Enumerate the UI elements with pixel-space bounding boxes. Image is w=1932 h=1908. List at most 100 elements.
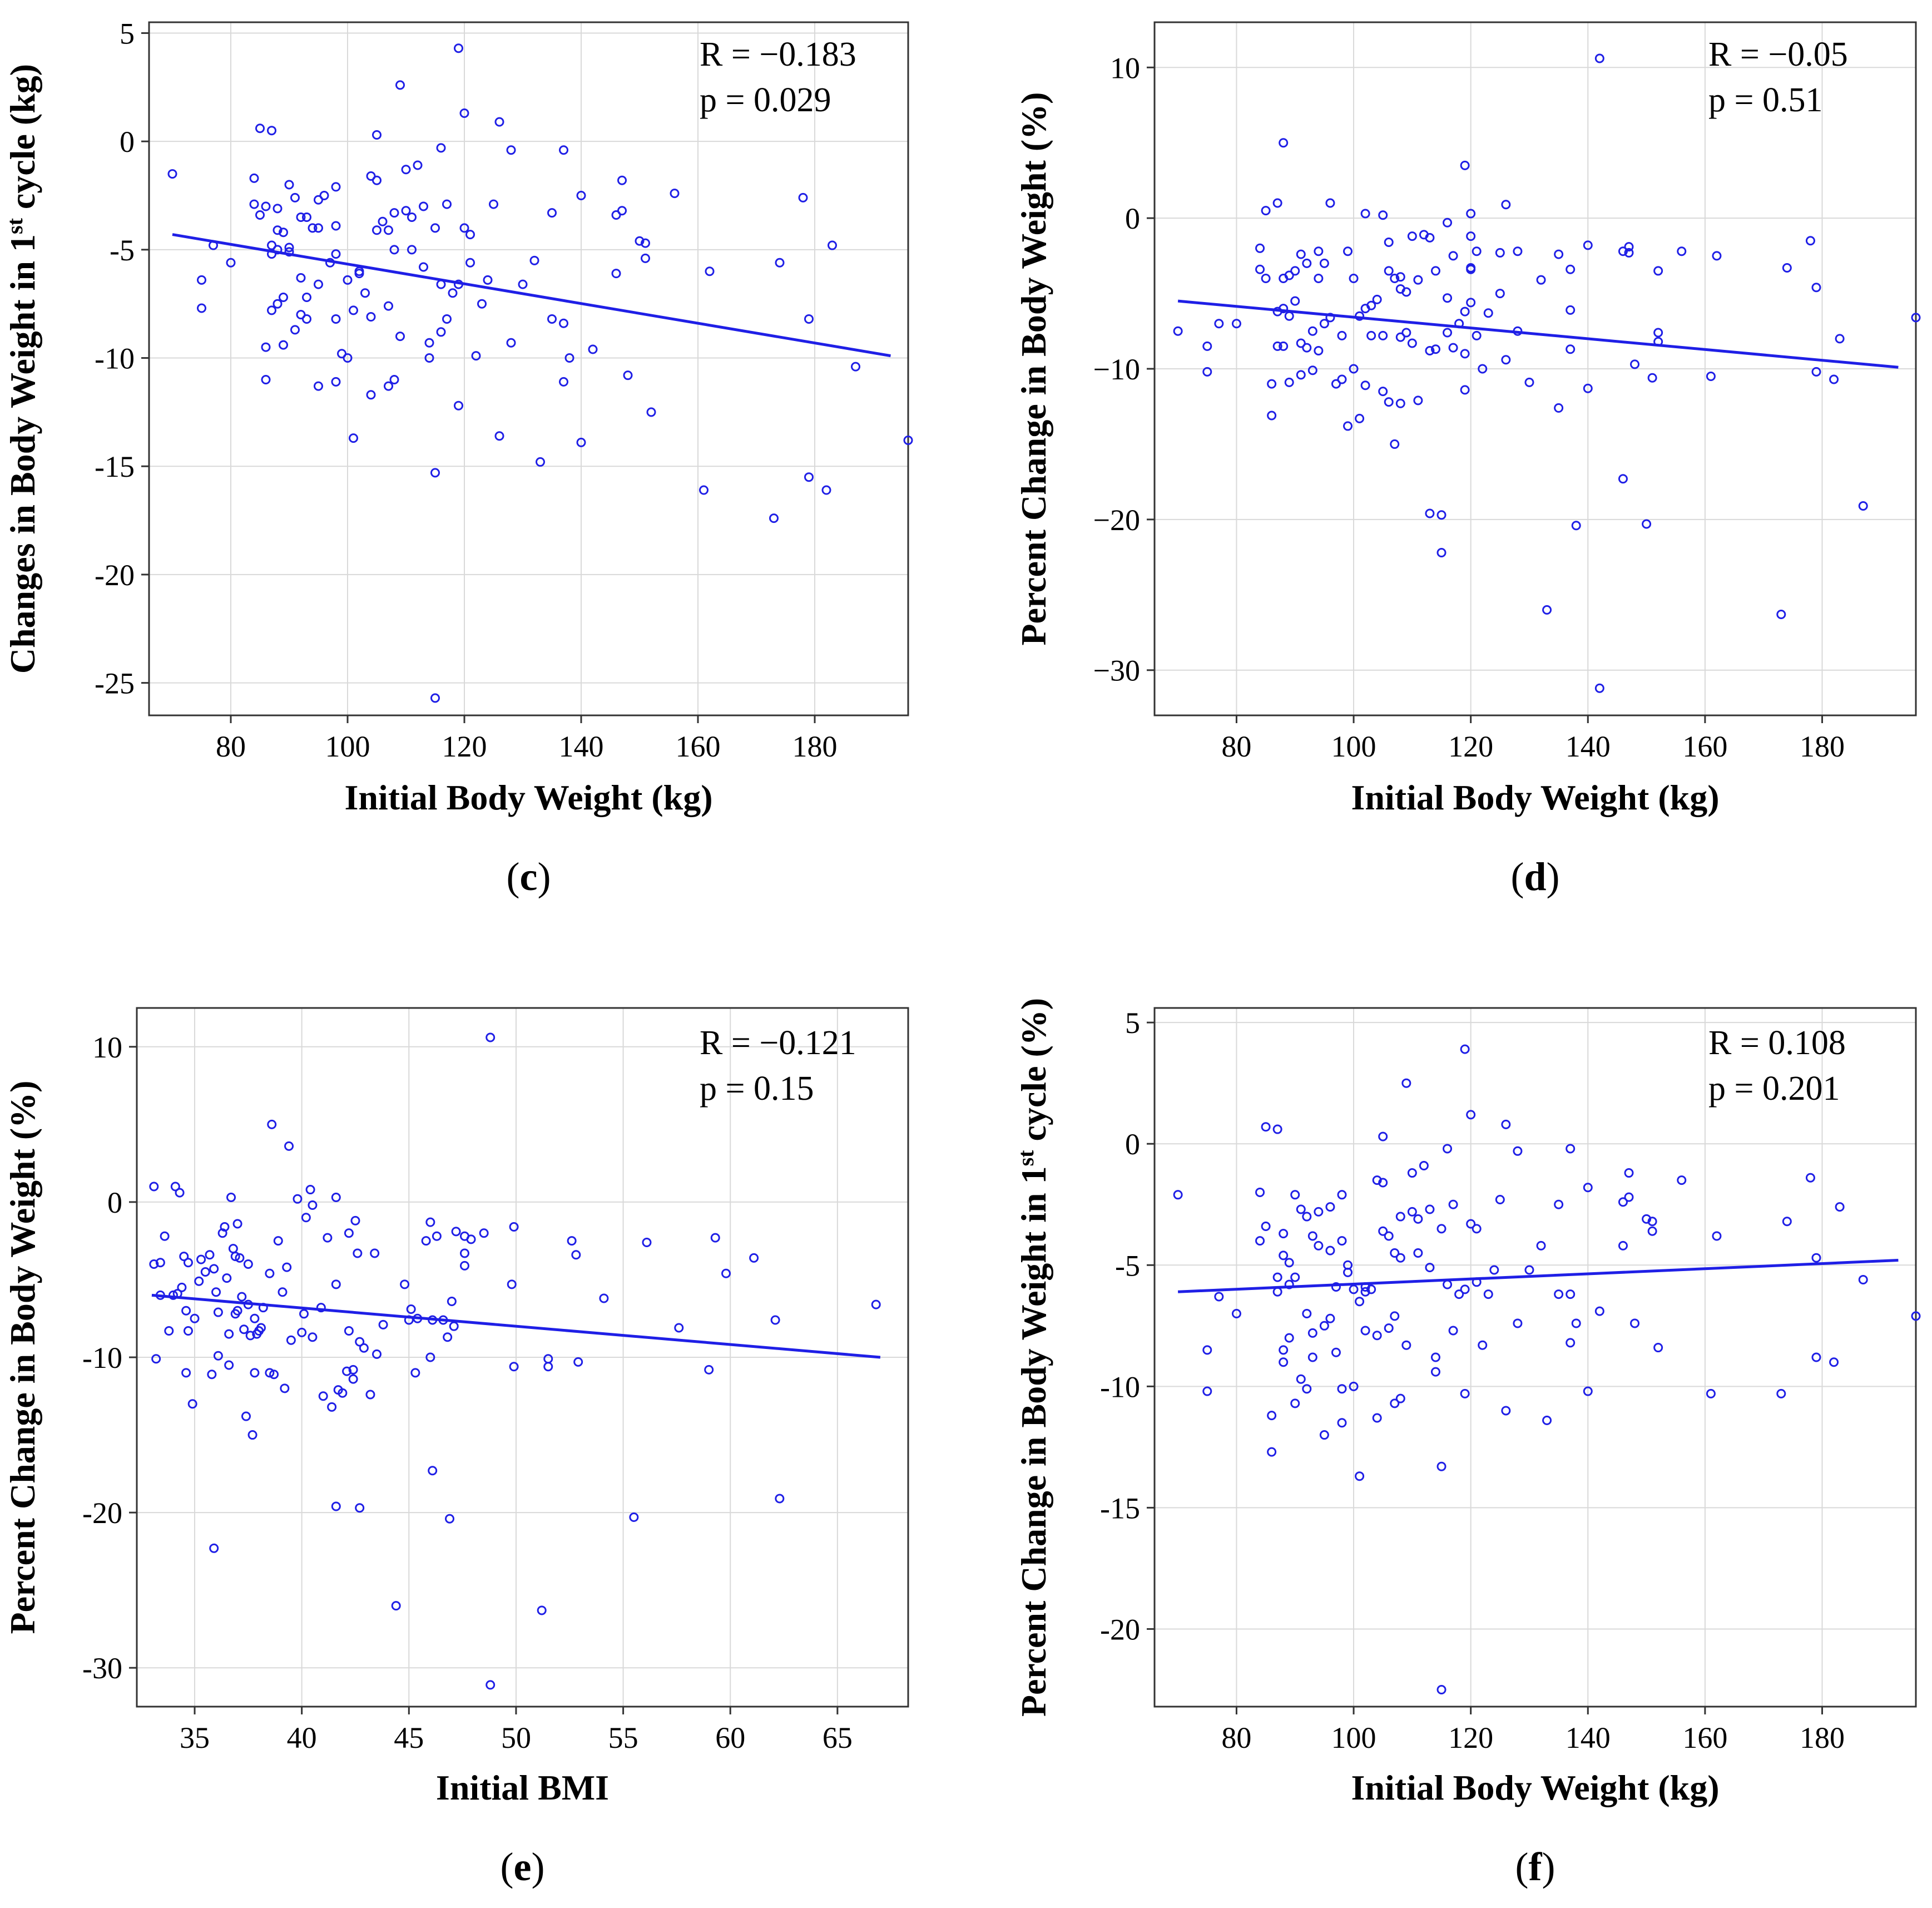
data-point bbox=[1466, 1219, 1476, 1229]
data-point bbox=[1542, 605, 1552, 615]
data-point bbox=[641, 238, 650, 248]
data-point bbox=[1448, 251, 1458, 261]
data-point bbox=[179, 1252, 189, 1262]
data-point bbox=[1542, 1415, 1552, 1425]
data-point bbox=[297, 1327, 307, 1337]
data-point bbox=[1624, 248, 1634, 258]
data-point bbox=[1349, 273, 1359, 283]
data-point bbox=[205, 1250, 215, 1260]
data-point bbox=[366, 390, 376, 400]
data-point bbox=[314, 223, 323, 233]
data-point bbox=[1395, 272, 1405, 282]
data-point bbox=[1501, 200, 1511, 210]
data-point bbox=[507, 1279, 517, 1289]
data-point bbox=[471, 351, 481, 361]
data-point bbox=[1231, 1309, 1241, 1318]
data-point bbox=[1231, 319, 1241, 329]
data-point bbox=[436, 327, 446, 337]
data-point bbox=[196, 1254, 206, 1264]
panel-c: 80 100 120 140 160 180 5 0 -5 -10 -15 -20 -25 R = −0.… bbox=[2, 17, 913, 899]
data-point bbox=[1443, 1279, 1453, 1289]
y-tick-label: -15 bbox=[1100, 1491, 1140, 1525]
data-point bbox=[1413, 1214, 1423, 1224]
data-point bbox=[1325, 1245, 1335, 1255]
data-point bbox=[1472, 1224, 1482, 1234]
data-point bbox=[1255, 1236, 1265, 1246]
data-point bbox=[1390, 273, 1400, 283]
data-point bbox=[1307, 1231, 1317, 1241]
x-tick-label: 180 bbox=[792, 730, 838, 763]
data-point bbox=[249, 173, 259, 183]
data-point bbox=[299, 1309, 309, 1319]
data-point bbox=[232, 1306, 242, 1316]
data-point bbox=[265, 1368, 275, 1378]
data-point bbox=[355, 1503, 365, 1513]
data-point bbox=[704, 1365, 714, 1375]
data-point bbox=[366, 171, 376, 181]
data-point bbox=[1272, 1287, 1282, 1297]
data-point bbox=[1319, 319, 1329, 329]
data-point bbox=[1460, 349, 1470, 359]
data-point bbox=[1443, 218, 1453, 228]
x-tick-label: 160 bbox=[1682, 1721, 1727, 1754]
data-point bbox=[1343, 1267, 1353, 1277]
data-point bbox=[1378, 210, 1388, 220]
data-point bbox=[284, 1141, 294, 1151]
data-point bbox=[1835, 1202, 1845, 1212]
data-point bbox=[559, 377, 568, 387]
data-point bbox=[1829, 1357, 1839, 1367]
data-point bbox=[235, 1253, 245, 1263]
data-point bbox=[1448, 343, 1458, 353]
data-point bbox=[430, 693, 440, 703]
x-axis-label: Initial Body Weight (kg) bbox=[1351, 778, 1719, 817]
data-point bbox=[1279, 304, 1289, 314]
data-point bbox=[428, 1466, 438, 1476]
data-point bbox=[1436, 1224, 1446, 1234]
data-point bbox=[1712, 1231, 1722, 1241]
data-point bbox=[1290, 1190, 1300, 1200]
data-point bbox=[245, 1331, 255, 1341]
data-point bbox=[1443, 1144, 1453, 1154]
data-point bbox=[459, 1248, 469, 1258]
data-point bbox=[1501, 1406, 1511, 1416]
data-point bbox=[406, 1304, 416, 1314]
data-point bbox=[1267, 379, 1277, 389]
data-point bbox=[1284, 1333, 1294, 1343]
data-point bbox=[389, 245, 399, 255]
data-point bbox=[749, 1253, 759, 1263]
data-point bbox=[1513, 246, 1523, 256]
data-point bbox=[1360, 380, 1370, 391]
plot-frame bbox=[1153, 1007, 1917, 1708]
data-point bbox=[804, 472, 814, 482]
data-point bbox=[1290, 266, 1300, 276]
data-point bbox=[454, 401, 463, 411]
data-point bbox=[1501, 1119, 1511, 1129]
p-value: p = 0.201 bbox=[1708, 1070, 1840, 1108]
data-point bbox=[1314, 246, 1324, 256]
y-axis-label: Percent Change in Body Weight (%) bbox=[3, 1081, 42, 1634]
data-point bbox=[1554, 249, 1564, 259]
data-point bbox=[465, 230, 475, 240]
data-point bbox=[1536, 275, 1546, 285]
data-point bbox=[175, 1188, 185, 1198]
data-point bbox=[442, 199, 452, 209]
y-tick-label: -20 bbox=[1100, 1613, 1140, 1646]
data-point bbox=[1653, 1343, 1663, 1353]
data-point bbox=[1583, 383, 1593, 393]
data-point bbox=[1279, 1357, 1289, 1367]
data-point bbox=[1378, 1131, 1388, 1141]
x-tick-label: 120 bbox=[1448, 730, 1493, 763]
data-point bbox=[1284, 270, 1294, 280]
panel-f: 80 100 120 140 160 180 5 0 -5 -10 -15 -20 R = 0.108 p… bbox=[1013, 998, 1921, 1889]
data-point bbox=[821, 485, 831, 495]
data-point bbox=[1513, 1318, 1523, 1328]
data-point bbox=[168, 1290, 178, 1300]
data-point bbox=[1413, 1248, 1423, 1258]
data-point bbox=[1811, 1253, 1821, 1263]
data-point bbox=[314, 279, 323, 289]
data-point bbox=[769, 513, 779, 523]
data-point bbox=[1478, 1340, 1488, 1350]
data-point bbox=[1296, 338, 1306, 348]
data-point bbox=[200, 1267, 210, 1277]
